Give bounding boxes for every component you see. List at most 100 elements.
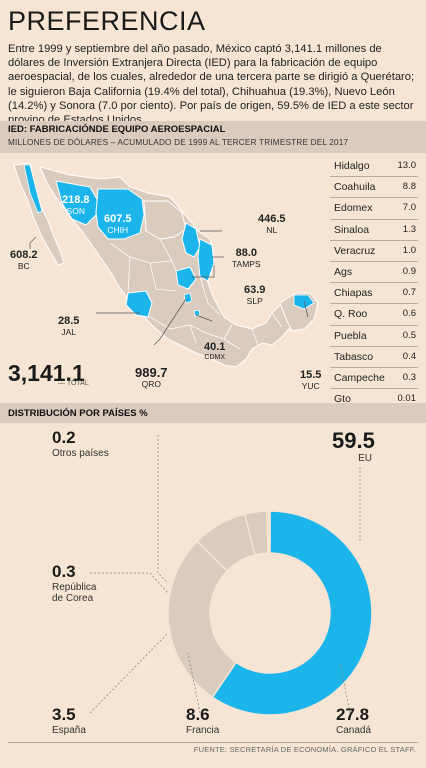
label-cdmx-value: 40.1 [204, 341, 226, 353]
ranking-row: Q. Roo 0.6 [330, 304, 418, 326]
ranking-value: 0.01 [397, 393, 417, 405]
map-chih [95, 188, 145, 240]
ranking-value: 8.8 [402, 181, 416, 193]
ranking-value: 0.6 [402, 308, 416, 320]
donut-slice-eu [211, 510, 373, 716]
map-cdmx [193, 309, 201, 317]
ranking-row: Edomex 7.0 [330, 198, 418, 220]
label-qro-value: 989.7 [135, 365, 168, 380]
ranking-state: Hidalgo [334, 160, 370, 172]
ranking-row: Hidalgo 13.0 [330, 156, 418, 178]
label-jal-state: JAL [61, 327, 77, 337]
donut-slice-otros-pa-ses [267, 510, 271, 554]
map-jal [125, 290, 153, 318]
pie-label-otros: 0.2 Otros países [52, 428, 109, 459]
source-note: FUENTE: SECRETARÍA DE ECONOMÍA. GRÁFICO … [193, 745, 416, 754]
ranking-row: Chiapas 0.7 [330, 283, 418, 305]
section-pie-header: DISTRIBUCIÓN POR PAÍSES % [0, 403, 426, 423]
label-yuc-state: YUC [301, 381, 320, 391]
ranking-row: Ags 0.9 [330, 262, 418, 284]
pie-label-espana-value: 3.5 [52, 705, 76, 724]
ranking-state: Puebla [334, 329, 367, 342]
ranking-value: 1.0 [402, 244, 416, 256]
label-jal-value: 28.5 [58, 315, 80, 327]
ranking-row: Sinaloa 1.3 [330, 220, 418, 241]
intro-text: Entre 1999 y septiembre del año pasado, … [8, 43, 415, 126]
pie-label-eu-name: EU [358, 453, 372, 465]
label-tamps-state: TAMPS [232, 259, 261, 269]
ranking-row: Tabasco 0.4 [330, 347, 418, 368]
pie-label-francia: 8.6 Francia [186, 705, 219, 736]
ranking-state: Edomex [334, 202, 373, 215]
ranking-state: Gto [334, 393, 351, 406]
pie-label-espana: 3.5 España [52, 705, 86, 736]
map-coah [143, 200, 187, 240]
donut-slices [167, 510, 373, 716]
total-label-text: TOTAL [66, 380, 89, 387]
total-label: — TOTAL [58, 380, 89, 387]
section-map-header: IED: FABRICACIÓNDE EQUIPO AEROESPACIAL M… [0, 121, 426, 153]
map-leader-lines [29, 230, 309, 346]
label-son-value: 218.8 [62, 194, 90, 206]
ranking-value: 7.0 [402, 202, 416, 214]
ranking-row: Veracruz 1.0 [330, 241, 418, 262]
label-nl-value: 446.5 [258, 213, 286, 225]
donut-slice-canad- [167, 540, 238, 699]
ranking-state: Q. Roo [334, 308, 368, 321]
label-chih: 607.5 CHIH [104, 214, 132, 235]
pie-label-francia-name: Francia [186, 724, 220, 736]
map-son [55, 180, 99, 226]
pie-label-corea-name2: de Corea [52, 593, 94, 605]
label-slp: 63.9 SLP [244, 285, 265, 306]
label-chih-value: 607.5 [104, 213, 132, 225]
label-chih-state: CHIH [107, 225, 129, 235]
ranking-state: Veracruz [334, 244, 376, 257]
label-qro-state: QRO [141, 379, 161, 389]
label-nl: 446.5 NL [258, 214, 286, 235]
ranking-value: 0.9 [402, 265, 416, 277]
label-qro: 989.7 QRO [135, 366, 168, 389]
page-title: PREFERENCIA [8, 6, 206, 36]
map-slp [175, 266, 197, 290]
mexico-map [13, 162, 319, 368]
label-slp-value: 63.9 [244, 284, 266, 296]
ranking-value: 0.4 [402, 350, 416, 362]
pie-label-francia-value: 8.6 [186, 705, 210, 724]
ranking-value: 0.7 [402, 287, 416, 299]
donut-chart [89, 435, 373, 716]
label-cdmx-state: CDMX [204, 354, 226, 361]
ranking-state: Chiapas [334, 287, 373, 300]
section-map-subtitle: MILLONES DE DÓLARES – ACUMULADO DE 1999 … [8, 138, 349, 147]
ranking-value: 0.3 [402, 371, 416, 383]
footer-divider [8, 742, 418, 743]
ranking-row: Coahuila 8.8 [330, 177, 418, 199]
total-value: 3,141.1 [8, 360, 85, 386]
pie-label-otros-value: 0.2 [52, 428, 76, 447]
ranking-row: Puebla 0.5 [330, 326, 418, 347]
pie-label-canada-value: 27.8 [336, 705, 370, 724]
label-yuc: 15.5 YUC [300, 370, 321, 391]
map-nl [181, 222, 201, 258]
pie-label-espana-name: España [52, 724, 86, 736]
label-tamps-value: 88.0 [235, 247, 258, 259]
label-bc-state: BC [17, 261, 30, 271]
label-bc-value: 608.2 [10, 249, 38, 261]
pie-label-canada: 27.8 Canadá [336, 705, 371, 736]
pie-label-eu: 59.5 EU [332, 428, 375, 465]
ranking-row: Campeche 0.3 [330, 368, 418, 390]
ranking-state: Tabasco [334, 350, 374, 363]
ranking-value: 0.5 [402, 329, 416, 341]
map-internal-borders [109, 238, 283, 350]
ranking-value: 1.3 [402, 223, 416, 235]
label-son-state: SON [66, 206, 85, 216]
label-yuc-value: 15.5 [300, 369, 322, 381]
pie-label-otros-name: Otros países [52, 447, 109, 459]
map-tamps [197, 238, 215, 282]
ranking-state: Ags [334, 265, 353, 278]
pie-label-eu-value: 59.5 [332, 428, 375, 453]
pie-label-canada-name: Canadá [336, 724, 372, 736]
label-tamps: 88.0 TAMPS [232, 248, 261, 269]
label-son: 218.8 SON [62, 195, 90, 216]
map-bc-highlight [23, 164, 43, 214]
ranking-state: Campeche [334, 371, 385, 384]
